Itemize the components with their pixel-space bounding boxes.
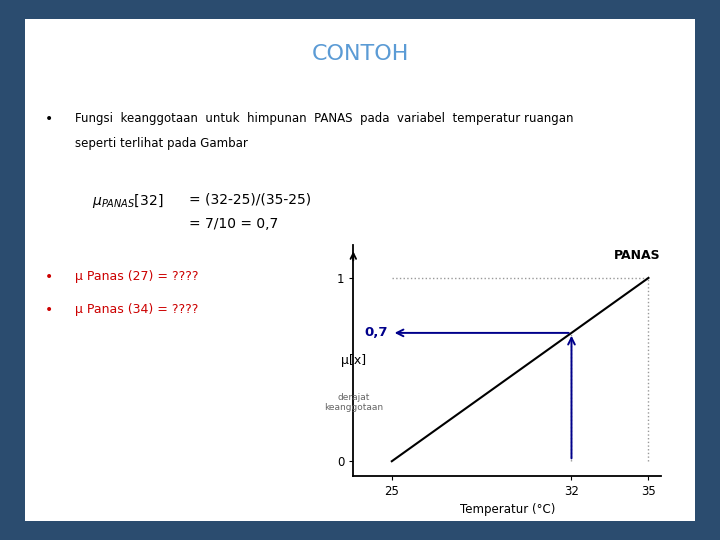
Text: CONTOH: CONTOH [311, 44, 409, 64]
Text: derajat
keanggotaan: derajat keanggotaan [324, 393, 383, 412]
Text: seperti terlihat pada Gambar: seperti terlihat pada Gambar [76, 137, 248, 150]
Text: •: • [45, 270, 53, 284]
Text: = (32-25)/(35-25): = (32-25)/(35-25) [189, 192, 311, 206]
Text: μ[x]: μ[x] [341, 354, 366, 367]
Text: 0,7: 0,7 [364, 326, 388, 340]
Text: = 7/10 = 0,7: = 7/10 = 0,7 [189, 217, 279, 231]
Text: Fungsi  keanggotaan  untuk  himpunan  PANAS  pada  variabel  temperatur ruangan: Fungsi keanggotaan untuk himpunan PANAS … [76, 112, 574, 125]
X-axis label: Temperatur (°C): Temperatur (°C) [459, 503, 555, 516]
Text: $\mu_{PANAS}$[32]: $\mu_{PANAS}$[32] [92, 192, 163, 210]
Text: μ Panas (34) = ????: μ Panas (34) = ???? [76, 302, 199, 316]
Text: •: • [45, 112, 53, 126]
Text: •: • [45, 302, 53, 316]
Text: μ Panas (27) = ????: μ Panas (27) = ???? [76, 270, 199, 283]
Text: PANAS: PANAS [613, 249, 660, 262]
